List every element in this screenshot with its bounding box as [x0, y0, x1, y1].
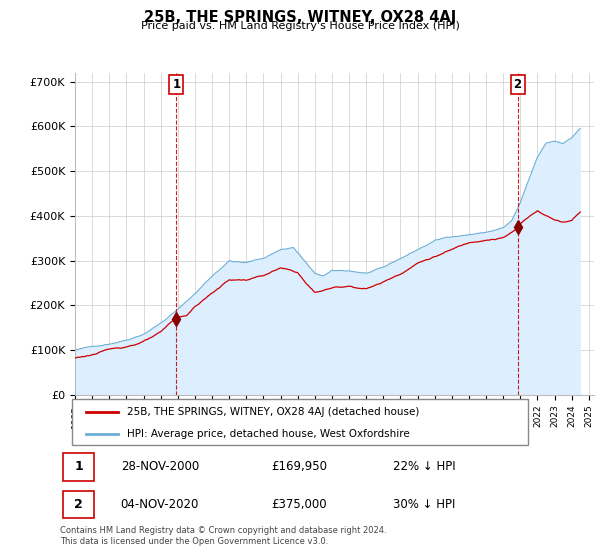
Text: 2: 2	[514, 78, 521, 91]
Text: 25B, THE SPRINGS, WITNEY, OX28 4AJ (detached house): 25B, THE SPRINGS, WITNEY, OX28 4AJ (deta…	[127, 407, 419, 417]
Text: HPI: Average price, detached house, West Oxfordshire: HPI: Average price, detached house, West…	[127, 429, 409, 438]
Text: 28-NOV-2000: 28-NOV-2000	[121, 460, 199, 473]
Text: 25B, THE SPRINGS, WITNEY, OX28 4AJ: 25B, THE SPRINGS, WITNEY, OX28 4AJ	[144, 10, 456, 25]
Text: £169,950: £169,950	[271, 460, 327, 473]
Text: Price paid vs. HM Land Registry's House Price Index (HPI): Price paid vs. HM Land Registry's House …	[140, 21, 460, 31]
Text: 1: 1	[74, 460, 83, 473]
Bar	[62, 491, 94, 519]
Text: £375,000: £375,000	[271, 498, 327, 511]
Text: Contains HM Land Registry data © Crown copyright and database right 2024.
This d: Contains HM Land Registry data © Crown c…	[60, 526, 386, 546]
Text: 30% ↓ HPI: 30% ↓ HPI	[392, 498, 455, 511]
Text: 04-NOV-2020: 04-NOV-2020	[121, 498, 199, 511]
Text: 2: 2	[74, 498, 83, 511]
Text: 22% ↓ HPI: 22% ↓ HPI	[392, 460, 455, 473]
Text: 1: 1	[172, 78, 181, 91]
Bar	[62, 453, 94, 480]
